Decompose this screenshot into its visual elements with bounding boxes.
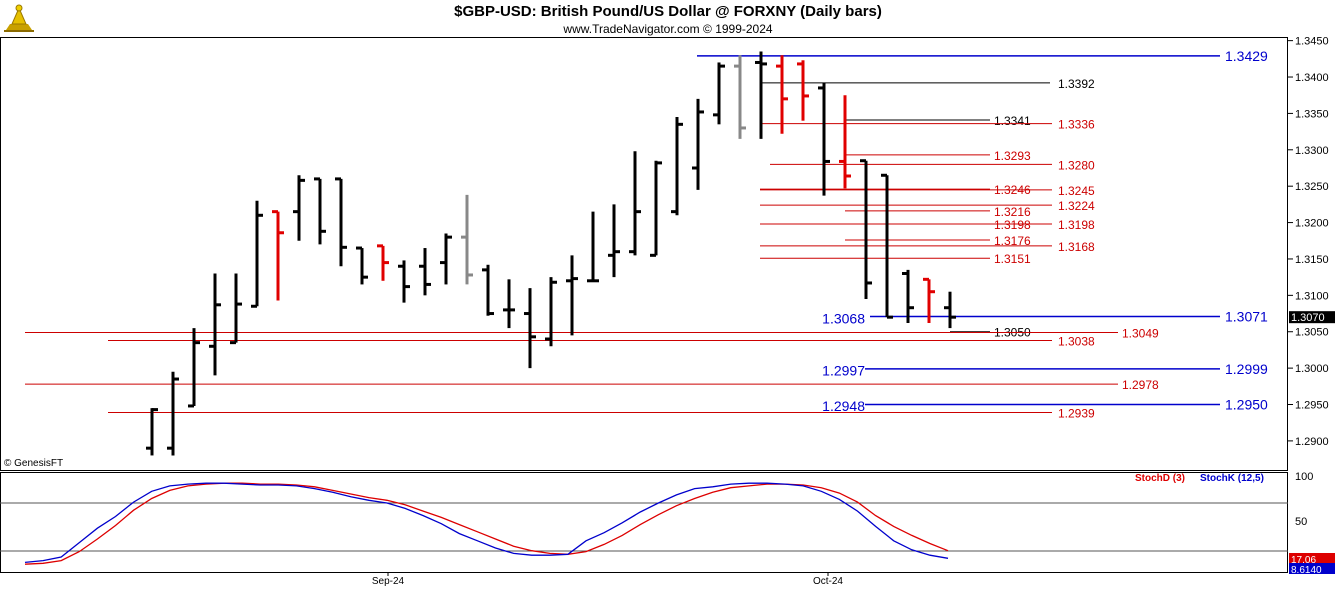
level-label: 1.2950 — [1225, 397, 1268, 413]
y-tick-label: 1.3400 — [1295, 72, 1329, 84]
genesis-logo-icon — [2, 2, 36, 34]
level-label: 1.3198 — [1058, 218, 1095, 232]
level-label: 1.3341 — [994, 114, 1031, 128]
price-panel-border — [0, 37, 1288, 471]
last-price-label: 1.3070 — [1291, 312, 1325, 324]
level-label: 1.3293 — [994, 149, 1031, 163]
y-tick-label: 1.3100 — [1295, 290, 1329, 302]
y-tick-label: 1.3000 — [1295, 363, 1329, 375]
copyright-label: © GenesisFT — [4, 458, 64, 469]
level-label: 1.3429 — [1225, 48, 1268, 64]
level-label: 1.3216 — [994, 205, 1031, 219]
stoch-tick-label: 100 — [1295, 471, 1313, 483]
y-tick-label: 1.3350 — [1295, 108, 1329, 120]
level-label: 1.2939 — [1058, 407, 1095, 421]
y-tick-label: 1.2900 — [1295, 436, 1329, 448]
stoch-d-line — [24, 482, 949, 565]
stoch-last-box — [1289, 553, 1335, 564]
level-label: 1.3068 — [822, 311, 865, 327]
level-label: 1.3224 — [1058, 199, 1095, 213]
level-label: 1.2948 — [822, 398, 865, 414]
y-tick-label: 1.3300 — [1295, 145, 1329, 157]
last-price-box — [1289, 311, 1335, 324]
x-tick-label: Sep-24 — [372, 576, 405, 587]
legend-stoch-k: StochK (12,5) — [1200, 473, 1264, 484]
y-tick-label: 1.3050 — [1295, 327, 1329, 339]
level-label: 1.3176 — [994, 234, 1031, 248]
stoch-last-label: 8.6140 — [1291, 565, 1322, 576]
level-label: 1.3151 — [994, 252, 1031, 266]
chart-title: $GBP-USD: British Pound/US Dollar @ FORX… — [454, 3, 882, 20]
stoch-last-box — [1289, 563, 1335, 574]
legend-stoch-d: StochD (3) — [1135, 473, 1185, 484]
level-label: 1.3392 — [1058, 77, 1095, 91]
stoch-last-label: 17.06 — [1291, 555, 1316, 566]
level-label: 1.3168 — [1058, 240, 1095, 254]
level-label: 1.3038 — [1058, 334, 1095, 348]
level-label: 1.3071 — [1225, 308, 1268, 324]
x-tick-label: Oct-24 — [813, 576, 843, 587]
y-tick-label: 1.3250 — [1295, 181, 1329, 193]
stoch-panel-border — [0, 472, 1288, 573]
level-label: 1.3280 — [1058, 158, 1095, 172]
level-label: 1.2997 — [822, 362, 865, 378]
level-label: 1.2978 — [1122, 378, 1159, 392]
level-label: 1.3245 — [1058, 184, 1095, 198]
level-label: 1.2999 — [1225, 361, 1268, 377]
level-label: 1.3336 — [1058, 118, 1095, 132]
chart-subtitle: www.TradeNavigator.com © 1999-2024 — [563, 22, 773, 36]
y-tick-label: 1.3200 — [1295, 218, 1329, 230]
stoch-k-line — [24, 482, 949, 564]
y-tick-label: 1.3150 — [1295, 254, 1329, 266]
y-tick-label: 1.3450 — [1295, 36, 1329, 48]
stoch-tick-label: 50 — [1295, 516, 1307, 528]
level-label: 1.3198 — [994, 218, 1031, 232]
y-tick-label: 1.2950 — [1295, 400, 1329, 412]
level-label: 1.3049 — [1122, 326, 1159, 340]
